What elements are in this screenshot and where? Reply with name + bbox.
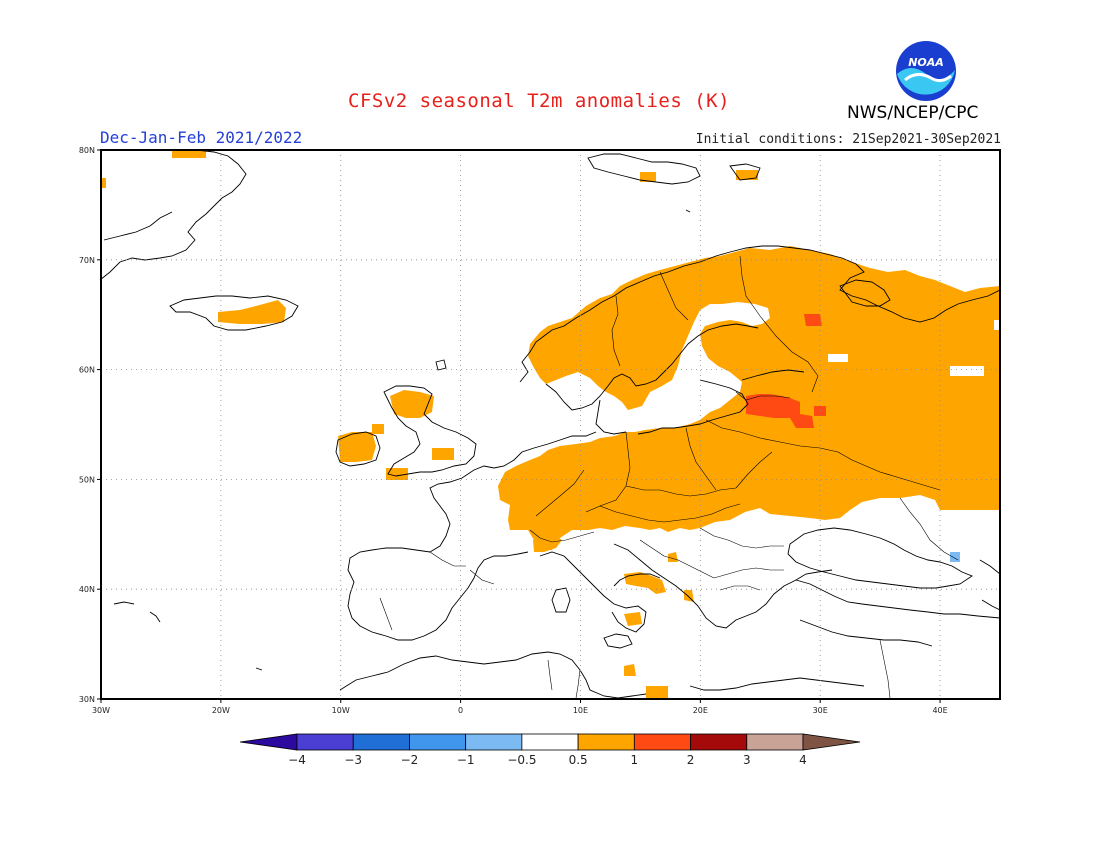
longitude-axis: 30W 20W 10W 0 10E 20E 30E 40E (92, 699, 948, 715)
colorbar-label: 2 (687, 753, 695, 767)
colorbar-label: 1 (631, 753, 639, 767)
lat-tick-label: 50N (79, 475, 95, 484)
colorbar-label: 4 (799, 753, 807, 767)
colorbar-label: −1 (457, 753, 475, 767)
lat-tick-label: 60N (79, 366, 95, 375)
colorbar: −4 −3 −2 −1 −0.5 0.5 1 2 3 4 (239, 733, 861, 767)
colorbar-high-extension (802, 733, 861, 751)
latitude-axis: 30N 40N 50N 60N 70N 80N (79, 146, 101, 704)
colorbar-swatch (690, 733, 748, 751)
lon-tick-label: 20E (693, 706, 708, 715)
colorbar-swatch (577, 733, 635, 751)
initial-conditions: Initial conditions: 21Sep2021-30Sep2021 (695, 132, 1001, 147)
logo-text: NOAA (908, 56, 944, 69)
map-frame (100, 149, 1001, 700)
colorbar-swatch (633, 733, 691, 751)
colorbar-swatch (296, 733, 354, 751)
noaa-logo-icon: NOAA (896, 41, 956, 101)
forecast-period: Dec-Jan-Feb 2021/2022 (100, 128, 303, 147)
lon-tick-label: 30E (813, 706, 828, 715)
colorbar-swatch (746, 733, 804, 751)
lon-tick-label: 10W (332, 706, 350, 715)
lat-tick-label: 70N (79, 256, 95, 265)
lat-tick-label: 40N (79, 585, 95, 594)
colorbar-swatch (409, 733, 467, 751)
lat-tick-label: 30N (79, 695, 95, 704)
chart-title: CFSv2 seasonal T2m anomalies (K) (348, 90, 731, 112)
colorbar-label: −2 (401, 753, 419, 767)
colorbar-swatch (465, 733, 523, 751)
colorbar-label: −0.5 (507, 753, 536, 767)
lon-tick-label: 20W (212, 706, 230, 715)
colorbar-label: 3 (743, 753, 751, 767)
lon-tick-label: 0 (458, 706, 463, 715)
colorbar-swatch (521, 733, 579, 751)
colorbar-low-extension (239, 733, 298, 751)
anomaly-shading (100, 150, 1000, 698)
colorbar-label: −4 (288, 753, 306, 767)
lon-tick-label: 30W (92, 706, 110, 715)
lon-tick-label: 10E (573, 706, 588, 715)
colorbar-swatch (352, 733, 410, 751)
country-borders (379, 255, 959, 699)
colorbar-label: −3 (344, 753, 362, 767)
agency-label: NWS/NCEP/CPC (847, 103, 979, 123)
lat-tick-label: 80N (79, 146, 95, 155)
lon-tick-label: 40E (932, 706, 947, 715)
colorbar-label: 0.5 (569, 753, 588, 767)
